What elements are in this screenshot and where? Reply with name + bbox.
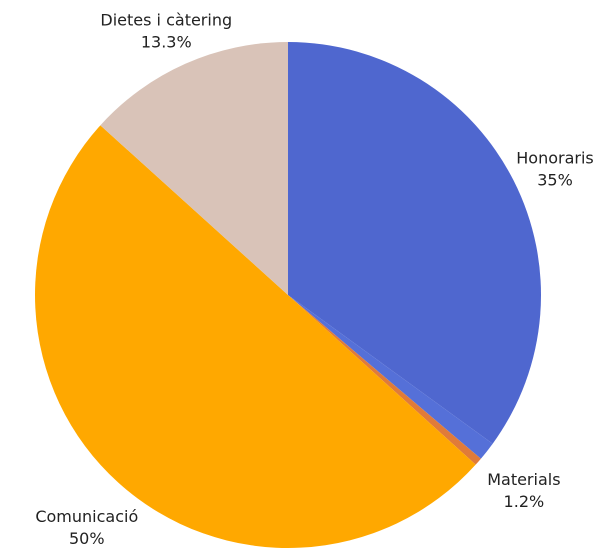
slice-value-label: 1.2% <box>504 492 545 511</box>
slice-value-label: 13.3% <box>141 32 192 51</box>
slice-label: Materials <box>487 470 560 489</box>
pie-slice <box>288 295 493 459</box>
slice-value-label: 50% <box>69 529 105 548</box>
slice-value-label: 35% <box>537 170 573 189</box>
slice-label: Dietes i càtering <box>100 10 232 29</box>
slice-label: Comunicació <box>35 507 138 526</box>
pie-slice <box>288 295 481 465</box>
pie-slice <box>288 42 541 444</box>
pie-slice <box>35 125 476 549</box>
slice-label: Honoraris <box>516 148 594 167</box>
pie-slice <box>100 41 289 295</box>
